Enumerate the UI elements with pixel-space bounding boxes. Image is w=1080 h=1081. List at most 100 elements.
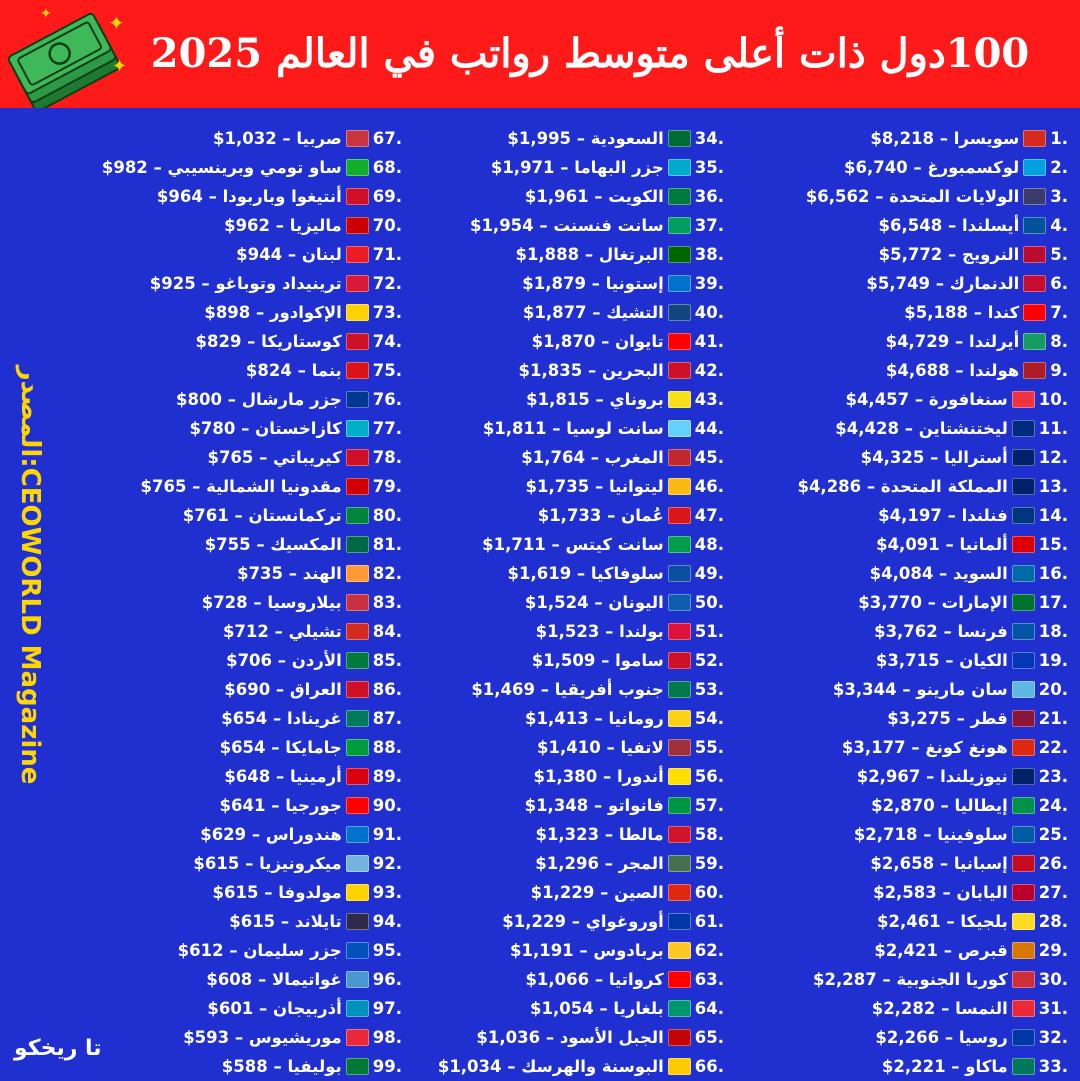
list-item: 38. البرتغال – 1,888$ (354, 240, 724, 269)
flag-icon (667, 478, 691, 495)
list-item: 60. الصين – 1,229$ (354, 878, 724, 907)
country-salary-label: هندوراس – 629$ (200, 825, 342, 844)
flag-icon (1011, 1029, 1035, 1046)
country-salary-label: الكيان – 3,715$ (875, 651, 1008, 670)
country-salary-label: بلغاريا – 1,054$ (530, 999, 664, 1018)
list-item: 96. غواتيمالا – 608$ (32, 965, 402, 994)
list-item: 20. سان مارينو – 3,344$ (698, 675, 1068, 704)
list-item: 98. موريشيوس – 593$ (32, 1023, 402, 1052)
list-item: 32. روسيا – 2,266$ (698, 1023, 1068, 1052)
flag-icon (667, 1058, 691, 1075)
flag-icon (667, 391, 691, 408)
rank-number: 62. (694, 941, 724, 960)
rank-number: 13. (1038, 477, 1068, 496)
country-salary-label: لوكسمبورغ – 6,740$ (843, 158, 1020, 177)
rank-number: 99. (372, 1057, 402, 1076)
rank-number: 23. (1038, 767, 1068, 786)
rank-number: 49. (694, 564, 724, 583)
country-salary-label: سان مارينو – 3,344$ (832, 680, 1008, 699)
list-item: 3. الولايات المتحدة – 6,562$ (698, 182, 1068, 211)
country-salary-label: هولندا – 4,688$ (885, 361, 1020, 380)
list-item: 29. قبرص – 2,421$ (698, 936, 1068, 965)
rank-number: 25. (1038, 825, 1068, 844)
flag-icon (345, 1058, 369, 1075)
flag-icon (1023, 130, 1047, 147)
country-salary-label: تركمانستان – 761$ (182, 506, 342, 525)
list-item: 63. كرواتيا – 1,066$ (354, 965, 724, 994)
country-salary-label: كازاخستان – 780$ (189, 419, 342, 438)
rank-number: 32. (1038, 1028, 1068, 1047)
rank-number: 96. (372, 970, 402, 989)
country-salary-label: كيريباتي – 765$ (207, 448, 342, 467)
country-salary-label: سنغافورة – 4,457$ (845, 390, 1008, 409)
flag-icon (667, 913, 691, 930)
rank-number: 10. (1038, 390, 1068, 409)
flag-icon (345, 333, 369, 350)
country-salary-label: اليونان – 1,524$ (524, 593, 664, 612)
list-item: 27. اليابان – 2,583$ (698, 878, 1068, 907)
rank-number: 51. (694, 622, 724, 641)
rank-number: 16. (1038, 564, 1068, 583)
flag-icon (345, 420, 369, 437)
rank-number: 4. (1050, 216, 1068, 235)
rank-number: 52. (694, 651, 724, 670)
list-item: 79. مقدونيا الشمالية – 765$ (32, 472, 403, 501)
country-salary-label: صربيا – 1,032$ (213, 129, 342, 148)
country-salary-label: أنتيغوا وباربودا – 964$ (156, 187, 342, 206)
flag-icon (345, 275, 369, 292)
rank-number: 34. (694, 129, 724, 148)
flag-icon (667, 130, 691, 147)
flag-icon (345, 913, 369, 930)
list-item: 35. جزر البهاما – 1,971$ (354, 153, 724, 182)
country-salary-label: الأردن – 706$ (226, 651, 342, 670)
header-banner: ✦ ✦ ✦ 100دول ذات أعلى متوسط رواتب في الع… (0, 0, 1080, 108)
flag-icon (667, 768, 691, 785)
country-salary-label: ماليزيا – 962$ (224, 216, 342, 235)
country-salary-label: روسيا – 2,266$ (875, 1028, 1008, 1047)
country-salary-label: السويد – 4,084$ (869, 564, 1008, 583)
page-title: 100دول ذات أعلى متوسط رواتب في العالم 20… (150, 30, 1030, 77)
list-item: 71. لبنان – 944$ (32, 240, 402, 269)
list-item: 72. ترينيداد وتوباغو – 925$ (32, 269, 402, 298)
country-salary-label: كرواتيا – 1,066$ (525, 970, 664, 989)
rank-number: 11. (1038, 419, 1068, 438)
rank-number: 54. (694, 709, 724, 728)
list-item: 25. سلوفينيا – 2,718$ (698, 820, 1068, 849)
rank-number: 36. (694, 187, 724, 206)
flag-icon (667, 507, 691, 524)
rank-number: 21. (1038, 709, 1068, 728)
flag-icon (667, 652, 691, 669)
flag-icon (667, 884, 691, 901)
rank-number: 39. (694, 274, 724, 293)
flag-icon (345, 594, 369, 611)
flag-icon (1023, 217, 1047, 234)
flag-icon (1011, 913, 1035, 930)
list-item: 59. المجر – 1,296$ (354, 849, 724, 878)
rank-number: 75. (372, 361, 402, 380)
rank-number: 92. (372, 854, 402, 873)
list-item: 4. أيسلندا – 6,548$ (698, 211, 1068, 240)
rank-number: 44. (694, 419, 724, 438)
list-item: 58. مالطا – 1,323$ (354, 820, 724, 849)
rank-number: 76. (372, 390, 402, 409)
list-item: 82. الهند – 735$ (32, 559, 402, 588)
country-salary-label: جورجيا – 641$ (219, 796, 342, 815)
country-salary-label: سلوفاكيا – 1,619$ (507, 564, 664, 583)
list-item: 50. اليونان – 1,524$ (354, 588, 724, 617)
country-salary-label: جزر سليمان – 612$ (177, 941, 342, 960)
country-salary-label: مولدوفا – 615$ (212, 883, 342, 902)
list-item: 68. ساو تومي وبرينسيبي – 982$ (32, 153, 402, 182)
rank-number: 83. (372, 593, 402, 612)
flag-icon (345, 884, 369, 901)
list-item: 49. سلوفاكيا – 1,619$ (354, 559, 725, 588)
country-salary-label: سلوفينيا – 2,718$ (853, 825, 1008, 844)
flag-icon (1011, 884, 1035, 901)
country-salary-label: السعودية – 1,995$ (507, 129, 664, 148)
country-salary-label: إستونيا – 1,879$ (522, 274, 664, 293)
flag-icon (345, 1029, 369, 1046)
country-salary-label: جزر مارشال – 800$ (176, 390, 342, 409)
country-salary-label: ماكاو – 2,221$ (881, 1057, 1008, 1076)
flag-icon (667, 942, 691, 959)
list-item: 17. الإمارات – 3,770$ (698, 588, 1068, 617)
list-item: 66. البوسنة والهرسك – 1,034$ (354, 1052, 724, 1081)
